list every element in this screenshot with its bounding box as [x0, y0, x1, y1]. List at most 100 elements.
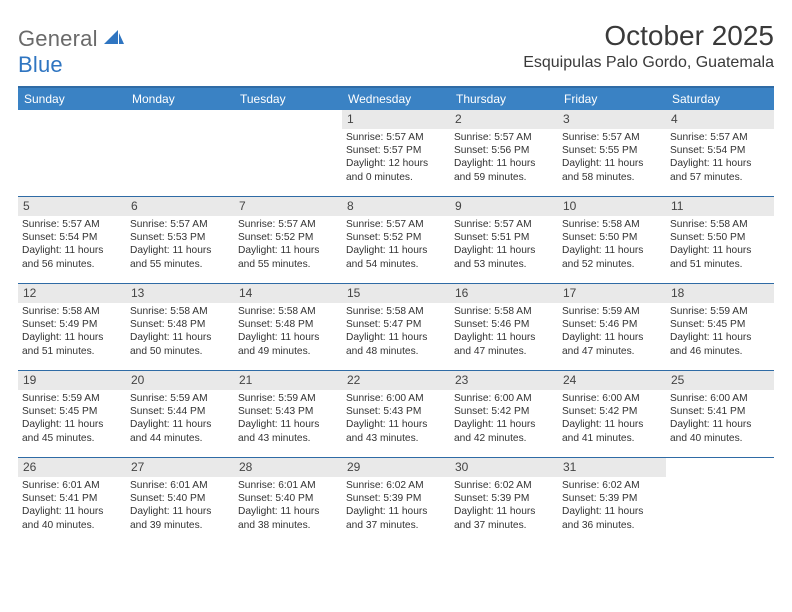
daylight-line: Daylight: 11 hours and 53 minutes. [454, 244, 554, 270]
sunrise-line: Sunrise: 5:57 AM [346, 131, 446, 144]
sunset-line: Sunset: 5:50 PM [670, 231, 770, 244]
daylight-line: Daylight: 11 hours and 48 minutes. [346, 331, 446, 357]
weekday-wednesday: Wednesday [342, 88, 450, 110]
daylight-line: Daylight: 11 hours and 46 minutes. [670, 331, 770, 357]
title-block: October 2025 Esquipulas Palo Gordo, Guat… [523, 20, 774, 72]
sunrise-line: Sunrise: 5:59 AM [238, 392, 338, 405]
daylight-line: Daylight: 11 hours and 59 minutes. [454, 157, 554, 183]
sunset-line: Sunset: 5:39 PM [562, 492, 662, 505]
day-number: 20 [126, 371, 234, 390]
weekday-sunday: Sunday [18, 88, 126, 110]
sunset-line: Sunset: 5:42 PM [454, 405, 554, 418]
sunrise-line: Sunrise: 5:59 AM [670, 305, 770, 318]
sunrise-line: Sunrise: 6:01 AM [238, 479, 338, 492]
day-number: 13 [126, 284, 234, 303]
calendar-cell: 4Sunrise: 5:57 AMSunset: 5:54 PMDaylight… [666, 110, 774, 196]
sunrise-line: Sunrise: 5:57 AM [670, 131, 770, 144]
sunset-line: Sunset: 5:51 PM [454, 231, 554, 244]
sunset-line: Sunset: 5:44 PM [130, 405, 230, 418]
sunset-line: Sunset: 5:54 PM [670, 144, 770, 157]
calendar-cell: 1Sunrise: 5:57 AMSunset: 5:57 PMDaylight… [342, 110, 450, 196]
day-number: 18 [666, 284, 774, 303]
daylight-line: Daylight: 11 hours and 42 minutes. [454, 418, 554, 444]
daylight-line: Daylight: 11 hours and 44 minutes. [130, 418, 230, 444]
daylight-line: Daylight: 11 hours and 38 minutes. [238, 505, 338, 531]
calendar-cell [666, 458, 774, 544]
sunrise-line: Sunrise: 5:57 AM [22, 218, 122, 231]
calendar-cell: 2 Sunrise: 5:57 AMSunset: 5:56 PMDaylight… [450, 110, 558, 196]
day-number: 22 [342, 371, 450, 390]
sunrise-line: Sunrise: 6:02 AM [346, 479, 446, 492]
weekday-monday: Monday [126, 88, 234, 110]
day-number: 9 [450, 197, 558, 216]
logo: General Blue [18, 26, 124, 78]
day-number: 7 [234, 197, 342, 216]
sunset-line: Sunset: 5:56 PM [454, 144, 554, 157]
calendar-cell: 8Sunrise: 5:57 AMSunset: 5:52 PMDaylight… [342, 197, 450, 283]
day-number: 2 [450, 110, 558, 129]
sunrise-line: Sunrise: 5:58 AM [130, 305, 230, 318]
sunset-line: Sunset: 5:45 PM [22, 405, 122, 418]
calendar-cell [18, 110, 126, 196]
sunset-line: Sunset: 5:39 PM [454, 492, 554, 505]
day-number: 15 [342, 284, 450, 303]
calendar-page: General Blue October 2025 Esquipulas Pal… [0, 0, 792, 554]
day-number: 1 [342, 110, 450, 129]
day-number: 28 [234, 458, 342, 477]
sunrise-line: Sunrise: 5:58 AM [346, 305, 446, 318]
calendar-cell: 30Sunrise: 6:02 AMSunset: 5:39 PMDayligh… [450, 458, 558, 544]
calendar-cell: 7Sunrise: 5:57 AMSunset: 5:52 PMDaylight… [234, 197, 342, 283]
sunrise-line: Sunrise: 5:57 AM [130, 218, 230, 231]
sunrise-line: Sunrise: 6:01 AM [130, 479, 230, 492]
calendar-cell: 22Sunrise: 6:00 AMSunset: 5:43 PMDayligh… [342, 371, 450, 457]
weekday-saturday: Saturday [666, 88, 774, 110]
daylight-line: Daylight: 11 hours and 58 minutes. [562, 157, 662, 183]
sunset-line: Sunset: 5:40 PM [238, 492, 338, 505]
sunrise-line: Sunrise: 6:02 AM [454, 479, 554, 492]
daylight-line: Daylight: 11 hours and 51 minutes. [670, 244, 770, 270]
calendar-cell: 21Sunrise: 5:59 AMSunset: 5:43 PMDayligh… [234, 371, 342, 457]
sunrise-line: Sunrise: 5:58 AM [22, 305, 122, 318]
sunset-line: Sunset: 5:53 PM [130, 231, 230, 244]
day-number: 16 [450, 284, 558, 303]
daylight-line: Daylight: 11 hours and 52 minutes. [562, 244, 662, 270]
calendar-cell: 16Sunrise: 5:58 AMSunset: 5:46 PMDayligh… [450, 284, 558, 370]
sunset-line: Sunset: 5:45 PM [670, 318, 770, 331]
daylight-line: Daylight: 11 hours and 51 minutes. [22, 331, 122, 357]
calendar-cell: 18 Sunrise: 5:59 AMSunset: 5:45 PMDayligh… [666, 284, 774, 370]
calendar-cell [234, 110, 342, 196]
sunset-line: Sunset: 5:42 PM [562, 405, 662, 418]
calendar-cell: 11Sunrise: 5:58 AMSunset: 5:50 PMDayligh… [666, 197, 774, 283]
sunrise-line: Sunrise: 5:58 AM [238, 305, 338, 318]
sunrise-line: Sunrise: 5:57 AM [562, 131, 662, 144]
sunrise-line: Sunrise: 5:57 AM [454, 131, 554, 144]
calendar-cell: 29Sunrise: 6:02 AMSunset: 5:39 PMDayligh… [342, 458, 450, 544]
calendar-cell: 3 Sunrise: 5:57 AMSunset: 5:55 PMDaylight… [558, 110, 666, 196]
daylight-line: Daylight: 11 hours and 55 minutes. [130, 244, 230, 270]
calendar-cell: 23Sunrise: 6:00 AMSunset: 5:42 PMDayligh… [450, 371, 558, 457]
day-number: 8 [342, 197, 450, 216]
calendar-cell: 6Sunrise: 5:57 AMSunset: 5:53 PMDaylight… [126, 197, 234, 283]
calendar-cell: 5 Sunrise: 5:57 AMSunset: 5:54 PMDaylight… [18, 197, 126, 283]
calendar-cell: 9Sunrise: 5:57 AMSunset: 5:51 PMDaylight… [450, 197, 558, 283]
calendar-cell: 10Sunrise: 5:58 AMSunset: 5:50 PMDayligh… [558, 197, 666, 283]
sunset-line: Sunset: 5:54 PM [22, 231, 122, 244]
day-number: 17 [558, 284, 666, 303]
day-number: 19 [18, 371, 126, 390]
sunset-line: Sunset: 5:39 PM [346, 492, 446, 505]
sunrise-line: Sunrise: 5:58 AM [454, 305, 554, 318]
sunrise-line: Sunrise: 5:57 AM [346, 218, 446, 231]
calendar-cell: 14Sunrise: 5:58 AMSunset: 5:48 PMDayligh… [234, 284, 342, 370]
sunrise-line: Sunrise: 5:59 AM [22, 392, 122, 405]
sunset-line: Sunset: 5:55 PM [562, 144, 662, 157]
daylight-line: Daylight: 11 hours and 47 minutes. [562, 331, 662, 357]
day-number: 5 [18, 197, 126, 216]
daylight-line: Daylight: 11 hours and 43 minutes. [346, 418, 446, 444]
calendar-cell: 15Sunrise: 5:58 AMSunset: 5:47 PMDayligh… [342, 284, 450, 370]
sunrise-line: Sunrise: 6:00 AM [454, 392, 554, 405]
calendar-body: 1Sunrise: 5:57 AMSunset: 5:57 PMDaylight… [18, 110, 774, 544]
sunset-line: Sunset: 5:46 PM [454, 318, 554, 331]
day-number: 3 [558, 110, 666, 129]
daylight-line: Daylight: 11 hours and 56 minutes. [22, 244, 122, 270]
day-number: 26 [18, 458, 126, 477]
